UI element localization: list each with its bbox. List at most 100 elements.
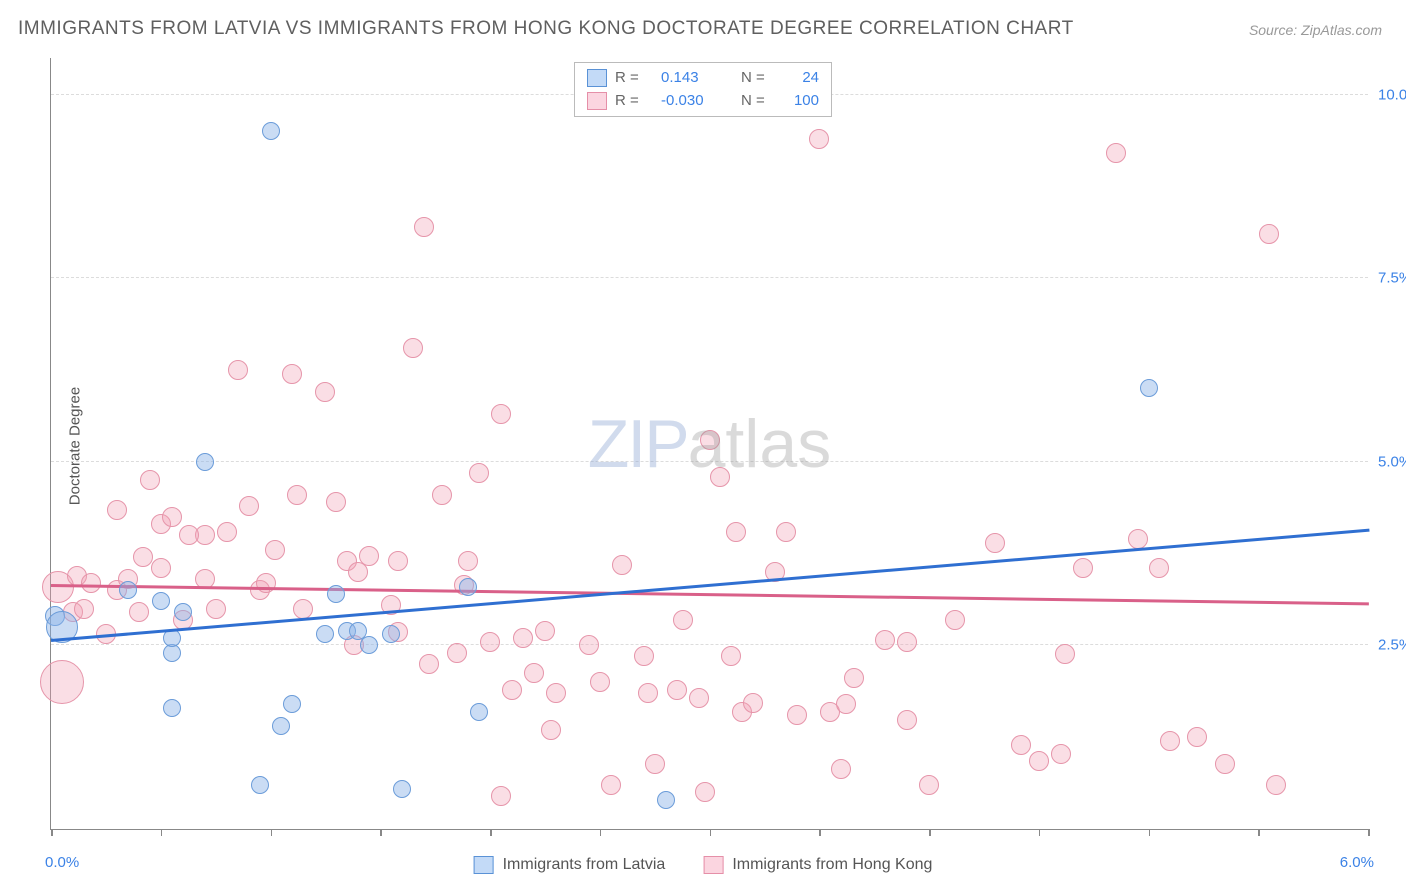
legend-label: Immigrants from Latvia xyxy=(503,856,666,874)
hongkong-marker xyxy=(689,688,709,708)
hongkong-marker xyxy=(1259,224,1279,244)
hongkong-marker xyxy=(491,786,511,806)
hongkong-marker xyxy=(638,683,658,703)
y-tick-label: 5.0% xyxy=(1378,453,1406,470)
hongkong-marker xyxy=(787,705,807,725)
latvia-marker xyxy=(262,122,280,140)
latvia-marker xyxy=(283,695,301,713)
hongkong-marker xyxy=(513,628,533,648)
hongkong-marker xyxy=(140,470,160,490)
x-tick xyxy=(1149,829,1151,836)
correlation-legend: R =0.143N =24R =-0.030N =100 xyxy=(574,62,832,117)
hongkong-marker xyxy=(447,643,467,663)
hongkong-marker xyxy=(74,599,94,619)
gridline xyxy=(51,644,1368,645)
hongkong-marker xyxy=(541,720,561,740)
x-tick xyxy=(490,829,492,836)
hongkong-marker xyxy=(133,547,153,567)
latvia-marker xyxy=(272,717,290,735)
hongkong-marker xyxy=(601,775,621,795)
hongkong-marker xyxy=(480,632,500,652)
hongkong-marker xyxy=(844,668,864,688)
hongkong-marker xyxy=(919,775,939,795)
hongkong-marker xyxy=(776,522,796,542)
latvia-marker xyxy=(459,578,477,596)
legend-series-item: Immigrants from Latvia xyxy=(474,856,666,874)
hongkong-marker xyxy=(179,525,199,545)
hongkong-marker xyxy=(590,672,610,692)
hongkong-marker xyxy=(107,500,127,520)
x-tick xyxy=(819,829,821,836)
hongkong-marker xyxy=(645,754,665,774)
hongkong-marker xyxy=(985,533,1005,553)
hongkong-marker xyxy=(1073,558,1093,578)
hongkong-marker xyxy=(726,522,746,542)
hongkong-marker xyxy=(667,680,687,700)
latvia-marker xyxy=(382,625,400,643)
hongkong-marker xyxy=(282,364,302,384)
hongkong-marker xyxy=(40,660,84,704)
latvia-marker xyxy=(316,625,334,643)
hongkong-marker xyxy=(228,360,248,380)
hongkong-marker xyxy=(315,382,335,402)
hongkong-marker xyxy=(419,654,439,674)
gridline xyxy=(51,461,1368,462)
latvia-marker xyxy=(327,585,345,603)
hongkong-marker xyxy=(836,694,856,714)
hongkong-marker xyxy=(1011,735,1031,755)
hongkong-marker xyxy=(239,496,259,516)
hongkong-marker xyxy=(1266,775,1286,795)
y-tick-label: 2.5% xyxy=(1378,637,1406,654)
latvia-marker xyxy=(174,603,192,621)
legend-label: Immigrants from Hong Kong xyxy=(732,856,932,874)
x-tick xyxy=(1258,829,1260,836)
hongkong-marker xyxy=(359,546,379,566)
hongkong-marker xyxy=(695,782,715,802)
latvia-marker xyxy=(393,780,411,798)
latvia-marker xyxy=(251,776,269,794)
hongkong-marker xyxy=(414,217,434,237)
hongkong-marker xyxy=(721,646,741,666)
hongkong-marker xyxy=(634,646,654,666)
latvia-marker xyxy=(470,703,488,721)
hongkong-marker xyxy=(265,540,285,560)
hongkong-marker xyxy=(469,463,489,483)
hongkong-marker xyxy=(1051,744,1071,764)
hongkong-marker xyxy=(129,602,149,622)
x-tick xyxy=(51,829,53,836)
source-attribution: Source: ZipAtlas.com xyxy=(1249,22,1382,38)
hongkong-marker xyxy=(831,759,851,779)
x-tick xyxy=(1368,829,1370,836)
hongkong-marker xyxy=(287,485,307,505)
hongkong-marker xyxy=(700,430,720,450)
hongkong-marker xyxy=(1128,529,1148,549)
hongkong-marker xyxy=(524,663,544,683)
hongkong-marker xyxy=(458,551,478,571)
hongkong-marker xyxy=(1106,143,1126,163)
legend-stat-row: R =-0.030N =100 xyxy=(587,90,819,113)
hongkong-marker xyxy=(612,555,632,575)
hongkong-marker xyxy=(502,680,522,700)
hongkong-marker xyxy=(206,599,226,619)
x-tick xyxy=(1039,829,1041,836)
x-tick xyxy=(710,829,712,836)
latvia-marker xyxy=(196,453,214,471)
legend-stat-row: R =0.143N =24 xyxy=(587,67,819,90)
legend-series-item: Immigrants from Hong Kong xyxy=(703,856,932,874)
scatter-plot-area: ZIPatlas 2.5%5.0%7.5%10.0%0.0%6.0% xyxy=(50,58,1368,830)
y-tick-label: 7.5% xyxy=(1378,270,1406,287)
hongkong-marker xyxy=(579,635,599,655)
hongkong-marker xyxy=(897,632,917,652)
latvia-trendline xyxy=(51,529,1369,642)
hongkong-marker xyxy=(432,485,452,505)
hongkong-marker xyxy=(293,599,313,619)
legend-swatch xyxy=(587,92,607,110)
legend-swatch xyxy=(587,69,607,87)
hongkong-marker xyxy=(326,492,346,512)
x-tick-label: 0.0% xyxy=(45,854,79,871)
hongkong-marker xyxy=(256,573,276,593)
hongkong-marker xyxy=(1029,751,1049,771)
series-legend: Immigrants from Latvia Immigrants from Ho… xyxy=(474,856,933,874)
hongkong-marker xyxy=(1187,727,1207,747)
hongkong-marker xyxy=(535,621,555,641)
